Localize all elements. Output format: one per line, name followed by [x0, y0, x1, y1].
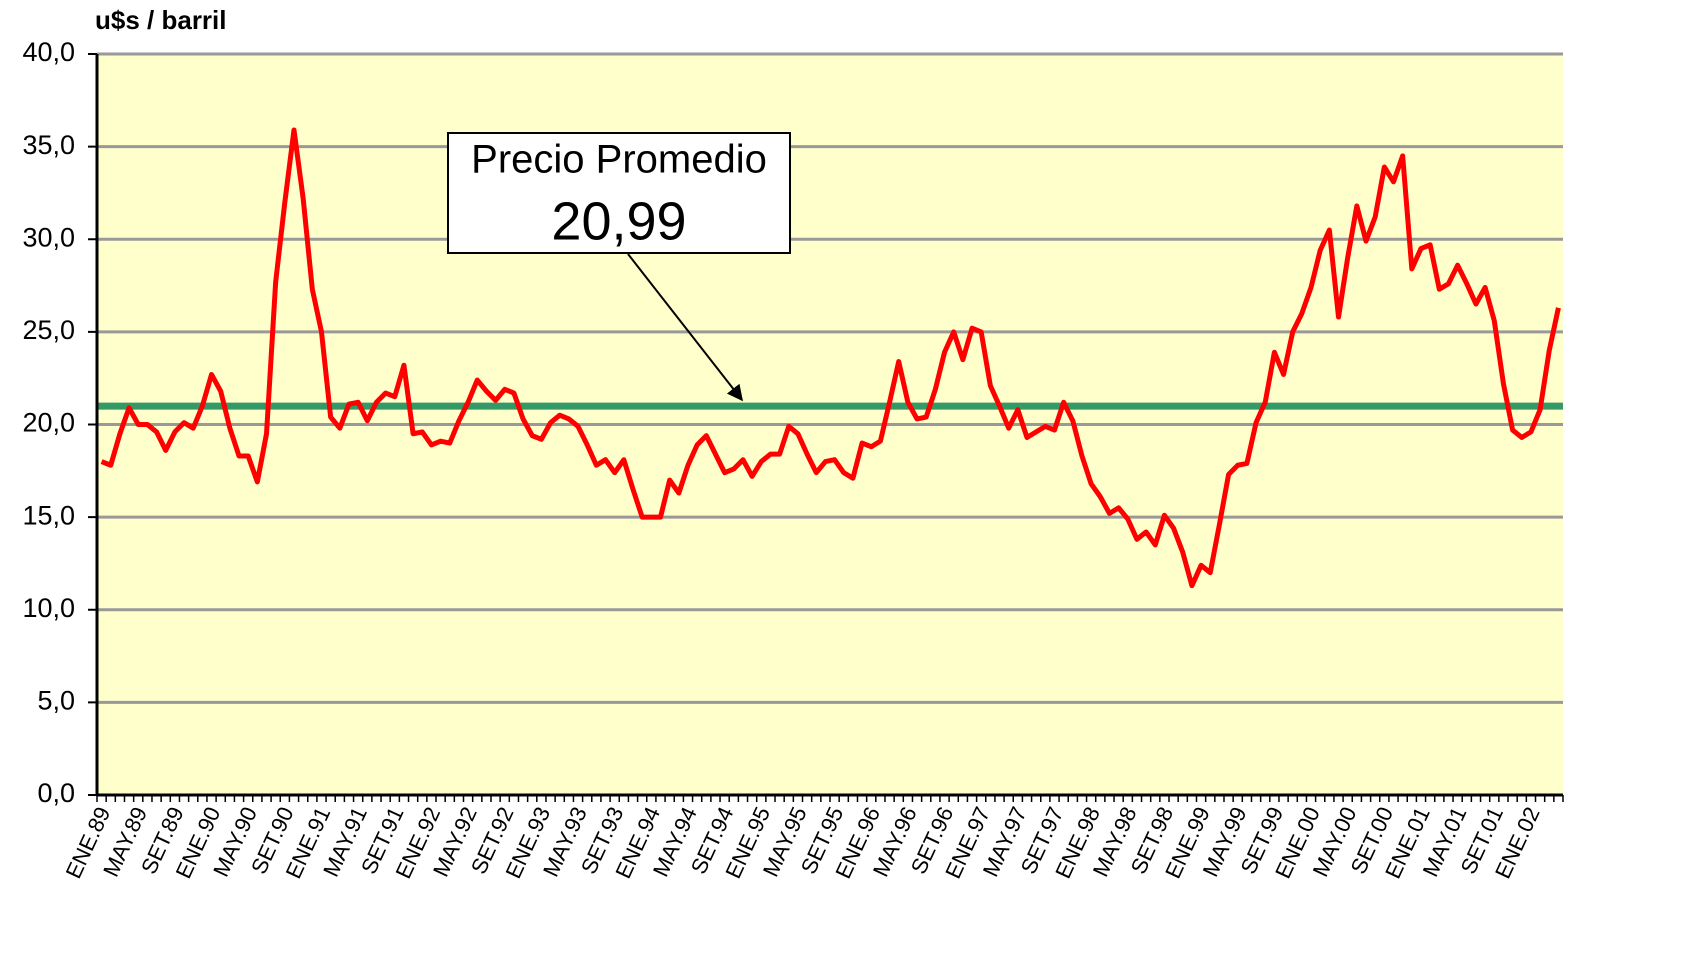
- annotation-value: 20,99: [551, 191, 686, 251]
- y-tick-label: 35,0: [22, 130, 75, 160]
- y-tick-label: 25,0: [22, 315, 75, 345]
- y-tick-label: 5,0: [37, 686, 75, 716]
- y-tick-label: 10,0: [22, 593, 75, 623]
- y-tick-label: 20,0: [22, 408, 75, 438]
- price-line: [100, 127, 1561, 589]
- y-tick-label: 30,0: [22, 222, 75, 252]
- annotation-box: [447, 132, 791, 254]
- y-tick-label: 15,0: [22, 500, 75, 530]
- y-tick-label: 40,0: [22, 37, 75, 67]
- annotation-arrow: [627, 253, 743, 402]
- y-axis-label: u$s / barril: [95, 5, 227, 35]
- y-tick-label: 0,0: [37, 778, 75, 808]
- annotation-text: Precio Promedio: [471, 138, 767, 182]
